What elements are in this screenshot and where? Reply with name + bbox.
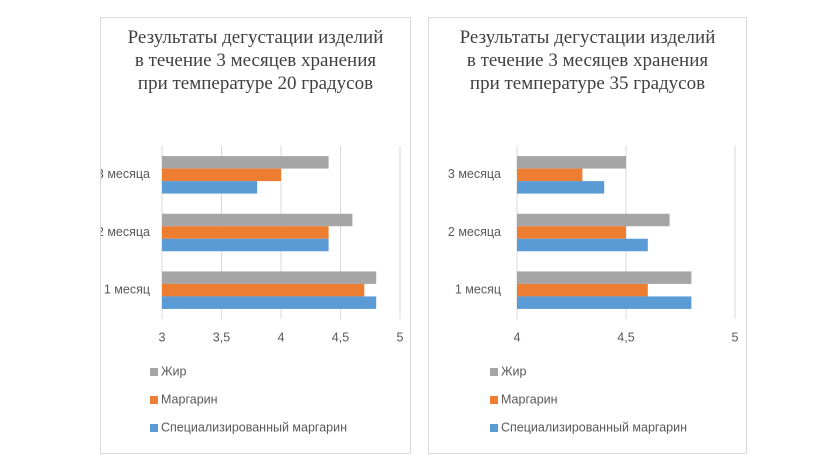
chart-title: Результаты дегустации изделий в течение … xyxy=(459,27,716,94)
bar xyxy=(162,271,377,284)
y-tick-label: 2 месяца xyxy=(448,225,501,239)
x-tick-label: 3,5 xyxy=(213,330,230,344)
x-tick-label: 4,5 xyxy=(332,330,349,344)
bar xyxy=(517,226,626,239)
x-tick-label: 4 xyxy=(514,330,521,344)
bar xyxy=(162,296,377,309)
bar xyxy=(517,283,648,297)
y-tick-label: 1 месяц xyxy=(104,282,150,296)
bar xyxy=(517,156,626,169)
bar xyxy=(517,296,692,309)
bar xyxy=(517,271,692,284)
bar xyxy=(162,283,365,297)
bar xyxy=(517,181,605,194)
chart-panel: Результаты дегустации изделий в течение … xyxy=(100,17,411,454)
bar xyxy=(162,168,281,182)
bar xyxy=(162,238,329,252)
legend-swatch xyxy=(150,368,158,376)
legend-swatch xyxy=(490,424,498,432)
legend-label: Специализированный маргарин xyxy=(501,420,687,434)
chart: 3 3,5 4 4,5 5 1 месяц 2 месяца 3 месяца Жир Марга… xyxy=(101,146,404,434)
legend-swatch xyxy=(490,368,498,376)
x-tick-label: 4,5 xyxy=(617,330,634,344)
legend-label: Маргарин xyxy=(161,392,218,406)
chart: 4 4,5 5 1 месяц 2 месяца 3 месяца Жир Маргарин С… xyxy=(448,146,739,434)
bar xyxy=(517,213,670,227)
legend-label: Жир xyxy=(161,364,187,378)
bar xyxy=(162,156,329,169)
legend-label: Специализированный маргарин xyxy=(161,420,347,434)
legend-swatch xyxy=(490,396,498,404)
bar xyxy=(517,238,648,252)
chart-panel: Результаты дегустации изделий в течение … xyxy=(428,17,747,454)
legend-label: Жир xyxy=(501,364,527,378)
bar xyxy=(517,168,583,182)
bar xyxy=(162,181,258,194)
x-tick-label: 5 xyxy=(732,330,739,344)
x-tick-label: 3 xyxy=(159,330,166,344)
legend-label: Маргарин xyxy=(501,392,558,406)
x-tick-label: 4 xyxy=(278,330,285,344)
bar xyxy=(162,226,329,239)
chart-title: Результаты дегустации изделий в течение … xyxy=(127,27,384,94)
x-tick-label: 5 xyxy=(397,330,404,344)
y-tick-label: 3 месяца xyxy=(448,167,501,181)
bar xyxy=(162,213,353,227)
y-tick-label: 1 месяц xyxy=(455,282,501,296)
legend-swatch xyxy=(150,396,158,404)
y-tick-label: 2 месяца xyxy=(101,225,150,239)
legend-swatch xyxy=(150,424,158,432)
y-tick-label: 3 месяца xyxy=(101,167,150,181)
